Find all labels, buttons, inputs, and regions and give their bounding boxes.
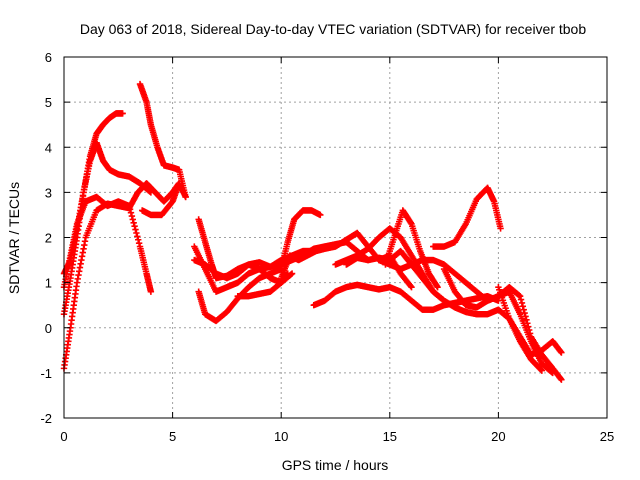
chart-title: Day 063 of 2018, Sidereal Day-to-day VTE… [80, 21, 587, 37]
data-point [135, 239, 143, 247]
series-20 [440, 265, 565, 383]
data-point [537, 366, 545, 373]
data-point [558, 376, 565, 383]
data-point [134, 233, 141, 240]
y-tick-label: -1 [40, 366, 52, 381]
data-point [317, 211, 324, 219]
data-point [521, 309, 528, 317]
y-axis-label: SDTVAR / TECUs [6, 182, 22, 294]
y-tick-label: -2 [40, 411, 52, 426]
y-tick-label: 0 [45, 321, 52, 336]
data-point [558, 349, 565, 356]
data-point [408, 283, 415, 291]
data-point [131, 223, 138, 230]
data-point [526, 330, 534, 337]
series-1 [60, 110, 126, 318]
series-6 [138, 180, 183, 219]
y-tick-label: 1 [45, 276, 52, 291]
data-point [525, 326, 533, 334]
series-19 [430, 184, 504, 250]
x-axis-label: GPS time / hours [282, 457, 389, 473]
x-tick-label: 5 [169, 429, 176, 444]
y-tick-label: 2 [45, 231, 52, 246]
y-ticks: -2 -1 0 1 2 3 4 5 6 [40, 50, 607, 426]
data-point [523, 316, 530, 324]
data-point [288, 270, 296, 277]
series-16 [343, 247, 546, 374]
x-tick-label: 25 [600, 429, 614, 444]
series-17 [382, 207, 441, 291]
data-point [129, 216, 136, 223]
x-tick-label: 15 [383, 429, 397, 444]
grid [64, 57, 607, 418]
data-point [538, 367, 546, 374]
data-point [519, 303, 527, 310]
data-point [518, 299, 526, 307]
data-point [434, 283, 441, 291]
data-point [128, 212, 136, 220]
data-point [497, 225, 504, 232]
data-point [132, 226, 139, 233]
data-point [127, 209, 135, 216]
data-point [522, 313, 529, 320]
data-point [520, 306, 527, 313]
series-21 [495, 283, 565, 359]
y-tick-label: 6 [45, 50, 52, 65]
data-point [525, 323, 532, 330]
series-10 [191, 256, 291, 286]
series-5 [136, 80, 189, 201]
data-point [130, 219, 137, 227]
series-3 [60, 193, 155, 295]
data-point [407, 282, 414, 290]
data-points [60, 80, 565, 383]
data-point [135, 236, 142, 243]
data-point [147, 288, 155, 295]
data-point [516, 292, 524, 300]
data-point [175, 180, 183, 187]
series-11 [234, 270, 296, 300]
x-tick-label: 10 [274, 429, 288, 444]
data-point [524, 320, 531, 327]
y-tick-label: 4 [45, 140, 52, 155]
data-point [119, 110, 126, 117]
x-tick-label: 20 [491, 429, 505, 444]
x-tick-label: 0 [60, 429, 67, 444]
data-point [182, 193, 189, 201]
series-12 [278, 207, 324, 273]
data-point [517, 296, 525, 303]
x-ticks: 0 5 10 15 20 25 [60, 57, 614, 444]
data-point [133, 229, 140, 237]
y-tick-label: 5 [45, 95, 52, 110]
y-tick-label: 3 [45, 185, 52, 200]
